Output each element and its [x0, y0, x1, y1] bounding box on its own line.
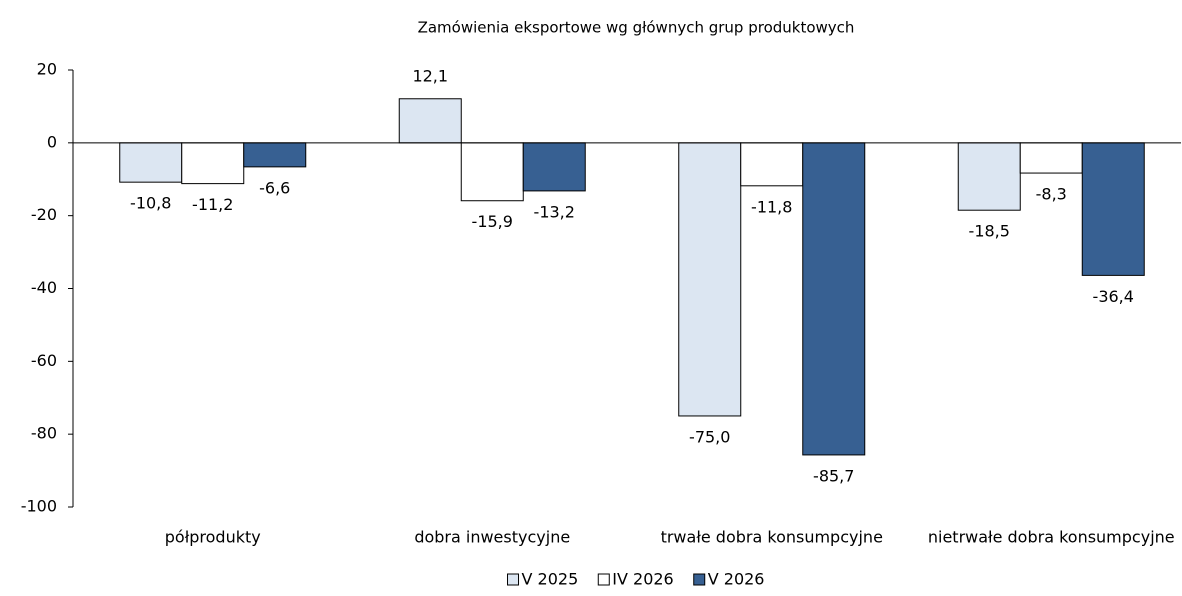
data-label: -8,3 — [1036, 185, 1067, 204]
bar — [460, 142, 524, 202]
y-tick-label: 20 — [37, 60, 57, 79]
data-label: -15,9 — [472, 212, 513, 231]
bar — [243, 142, 307, 168]
data-label: -18,5 — [969, 222, 1010, 241]
bar — [119, 142, 183, 183]
legend-swatch — [693, 573, 706, 586]
legend-swatch — [507, 573, 520, 586]
chart-title: Zamówienia eksportowe wg głównych grup p… — [418, 19, 855, 37]
bar — [802, 142, 866, 456]
bar — [957, 142, 1021, 211]
data-label: -85,7 — [813, 466, 854, 485]
y-tick-label: -20 — [31, 205, 57, 224]
x-tick-label: trwałe dobra konsumpcyjne — [661, 528, 883, 547]
legend-label: IV 2026 — [612, 570, 673, 589]
data-label: -6,6 — [259, 178, 290, 197]
data-label: 12,1 — [412, 66, 448, 85]
data-label: -36,4 — [1093, 287, 1134, 306]
data-label: -13,2 — [534, 202, 575, 221]
y-tick-label: -100 — [21, 497, 57, 516]
data-label: -11,2 — [192, 195, 233, 214]
bar — [522, 142, 586, 192]
bar — [1081, 142, 1145, 276]
bar — [398, 98, 462, 144]
y-tick-label: -60 — [31, 351, 57, 370]
y-tick-label: -80 — [31, 424, 57, 443]
x-tick-label: nietrwałe dobra konsumpcyjne — [928, 528, 1175, 547]
bar — [181, 142, 245, 185]
bar — [1019, 142, 1083, 174]
y-tick-label: -40 — [31, 278, 57, 297]
legend-swatch — [597, 573, 610, 586]
y-tick-label: 0 — [47, 132, 57, 151]
data-label: -10,8 — [130, 194, 171, 213]
x-tick-label: półprodukty — [165, 528, 261, 547]
bar — [678, 142, 742, 417]
data-label: -75,0 — [689, 427, 730, 446]
data-label: -11,8 — [751, 197, 792, 216]
x-tick-label: dobra inwestycyjne — [414, 528, 570, 547]
bar — [740, 142, 804, 187]
legend-label: V 2025 — [522, 570, 579, 589]
legend-label: V 2026 — [708, 570, 765, 589]
